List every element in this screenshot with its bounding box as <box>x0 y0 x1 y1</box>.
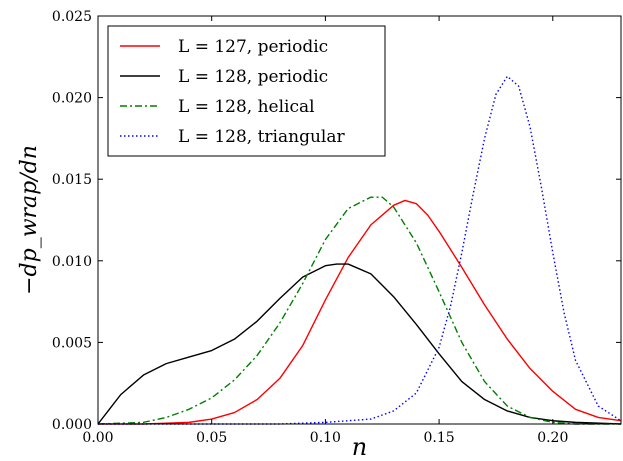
series-line-2 <box>97 196 621 425</box>
series-line-3 <box>98 75 622 425</box>
x-axis-label: n <box>352 433 367 461</box>
legend-box <box>107 25 386 157</box>
y-tick-label: 0.005 <box>52 335 92 351</box>
y-axis-label: −dp_wrap/dn <box>17 145 42 295</box>
legend-label-1: L = 128, periodic <box>178 67 328 87</box>
series-line-0 <box>98 199 622 425</box>
x-axis-label-text: n <box>352 433 367 461</box>
x-tick-label: 0.10 <box>310 430 341 446</box>
x-tick-label: 0.05 <box>196 430 227 446</box>
x-tick-label: 0.00 <box>82 430 113 446</box>
y-tick-label: 0.025 <box>52 9 92 25</box>
y-tick-label: 0.010 <box>52 254 92 270</box>
legend-label-2: L = 128, helical <box>178 97 315 117</box>
y-tick-label: 0.020 <box>52 91 92 107</box>
legend-label-3: L = 128, triangular <box>178 127 345 147</box>
legend-items: L = 127, periodic L = 128, periodic L = 12… <box>120 37 345 147</box>
legend: L = 127, periodic L = 128, periodic L = 12… <box>107 25 386 157</box>
y-axis-label-text: −dp_wrap/dn <box>17 145 42 295</box>
ticks-layer: 0.00 0.05 0.10 0.15 0.20 0.000 0.005 0.010 0.015… <box>52 9 621 446</box>
x-tick-label: 0.15 <box>424 430 455 446</box>
x-tick-label: 0.20 <box>537 430 568 446</box>
y-tick-label: 0.000 <box>52 417 92 433</box>
plot-frame <box>97 15 622 425</box>
series-line-1 <box>97 263 622 425</box>
y-tick-label: 0.015 <box>52 172 92 188</box>
legend-label-0: L = 127, periodic <box>178 37 328 57</box>
